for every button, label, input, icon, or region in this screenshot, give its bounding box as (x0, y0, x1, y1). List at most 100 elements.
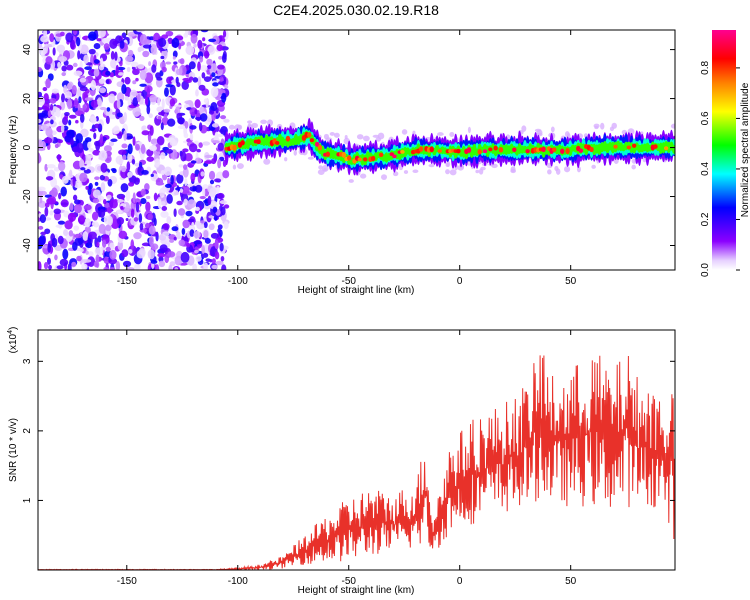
spectrogram-noise-blob (192, 77, 199, 83)
spectrogram-noise-blob (72, 175, 76, 187)
spectrogram-noise-blob (79, 113, 85, 123)
spectrogram-noise-blob (127, 171, 133, 178)
spectrogram-noise-blob (192, 186, 197, 192)
spectrogram-signal-cell (362, 157, 368, 162)
spectrogram-noise-blob (161, 34, 169, 39)
spectrogram-noise-blob (130, 61, 139, 68)
spectrogram-noise-blob (199, 113, 208, 122)
colorbar-tick-label: 0.8 (700, 61, 711, 75)
spectrogram-noise-blob (38, 67, 43, 72)
spectrogram-noise-blob (92, 149, 101, 156)
spectrogram-noise-blob (132, 136, 136, 146)
spectrogram-noise-blob (54, 143, 59, 149)
spectrogram-noise-blob (204, 205, 211, 210)
spectrogram-noise-blob (105, 70, 111, 76)
spectrogram-halo-blob (284, 157, 288, 162)
spectrogram-noise-blob (87, 141, 92, 150)
spectrogram-noise-blob (84, 137, 92, 143)
snr-x-tick-label: 50 (565, 576, 577, 587)
spectrogram-noise-blob (202, 141, 211, 146)
spectrogram-noise-blob (63, 229, 69, 237)
spectrogram-noise-blob (98, 64, 105, 71)
spectrogram-halo-blob (318, 165, 323, 170)
spectrogram-halo-blob (348, 179, 354, 183)
spectrogram-signal-cell (346, 155, 352, 161)
spectrogram-noise-blob (165, 183, 172, 189)
spectrogram-noise-blob (161, 206, 168, 211)
spectrogram-noise-blob (105, 79, 110, 84)
spectrogram-noise-blob (136, 93, 141, 103)
spectrogram-noise-blob (198, 122, 203, 132)
spectrogram-noise-blob (145, 201, 151, 212)
spectrogram-noise-blob (125, 217, 129, 222)
spectrogram-noise-blob (154, 158, 161, 167)
spectrogram-noise-blob (125, 55, 134, 62)
spectrogram-noise-blob (130, 239, 135, 251)
spectrogram-noise-blob (221, 53, 227, 64)
spectrogram-noise-blob (165, 61, 172, 65)
spectrogram-noise-blob (52, 47, 56, 56)
spectrogram-noise-blob (162, 231, 170, 237)
spectrogram-noise-blob (123, 111, 127, 123)
spectrogram-noise-blob (39, 214, 47, 223)
spectrogram-noise-blob (219, 200, 227, 205)
spectrogram-noise-blob (190, 33, 198, 44)
spectrogram-noise-blob (202, 37, 206, 42)
spectrogram-noise-blob (79, 77, 87, 83)
spectrogram-noise-blob (147, 249, 155, 260)
spectrogram-noise-blob (195, 89, 199, 97)
spectrogram-noise-blob (183, 164, 188, 170)
spectrogram-noise-blob (65, 32, 74, 43)
spectrogram-noise-blob (156, 77, 163, 81)
spectrogram-noise-blob (43, 93, 49, 102)
spectrogram-noise-blob (139, 115, 145, 122)
spectrogram-noise-blob (157, 253, 166, 258)
spectrogram-noise-blob (198, 84, 206, 91)
spectrogram-halo-blob (333, 132, 340, 138)
spectrogram-signal-cell (378, 152, 384, 158)
spectrogram-noise-blob (194, 249, 199, 254)
spectrogram-noise-blob (63, 210, 70, 218)
spectrogram-noise-blob (110, 138, 118, 143)
spectrogram-noise-blob (49, 97, 57, 104)
spectrogram-noise-blob (217, 133, 224, 138)
spectrogram-noise-blob (219, 76, 224, 82)
spectrogram-noise-blob (165, 83, 174, 88)
spectrogram-noise-blob (88, 31, 97, 41)
spectrogram-y-tick-label: 40 (22, 44, 33, 56)
spectrogram-noise-blob (106, 194, 112, 200)
spectrogram-noise-blob (108, 93, 116, 104)
spectrogram-halo-blob (329, 132, 335, 136)
spectrogram-noise-blob (85, 242, 93, 249)
spectrogram-noise-blob (101, 37, 110, 44)
spectrogram-signal-cell (663, 146, 669, 151)
spectrogram-noise-blob (67, 263, 72, 270)
spectrogram-noise-blob (209, 179, 215, 185)
spectrogram-noise-blob (122, 154, 127, 160)
spectrogram-noise-blob (116, 112, 123, 118)
colorbar-tick-label: 0.4 (700, 162, 711, 176)
snr-y-label: SNR (10 * v/v) (8, 418, 19, 482)
spectrogram-signal-cell (285, 135, 291, 142)
spectrogram-noise-blob (64, 111, 70, 117)
spectrogram-noise-blob (155, 143, 161, 152)
page-title: C2E4.2025.030.02.19.R18 (273, 2, 439, 18)
spectrogram-noise-blob (60, 186, 67, 197)
spectrogram-noise-blob (207, 45, 216, 55)
spectrogram-noise-blob (117, 72, 124, 76)
spectrogram-halo-blob (449, 131, 455, 138)
spectrogram-noise-blob (164, 254, 170, 264)
spectrogram-noise-blob (154, 264, 160, 270)
spectrogram-noise-blob (91, 222, 96, 227)
spectrogram-noise-blob (44, 202, 50, 208)
spectrogram-noise-blob (66, 82, 73, 90)
spectrogram-noise-blob (177, 117, 185, 125)
spectrogram-noise-blob (214, 178, 221, 183)
spectrogram-noise-blob (99, 87, 107, 94)
spectrogram-noise-blob (96, 85, 100, 92)
spectrogram-signal-cell (477, 149, 482, 155)
spectrogram-noise-blob (146, 104, 151, 115)
spectrogram-halo-blob (594, 125, 599, 130)
spectrogram-halo-blob (237, 124, 243, 130)
